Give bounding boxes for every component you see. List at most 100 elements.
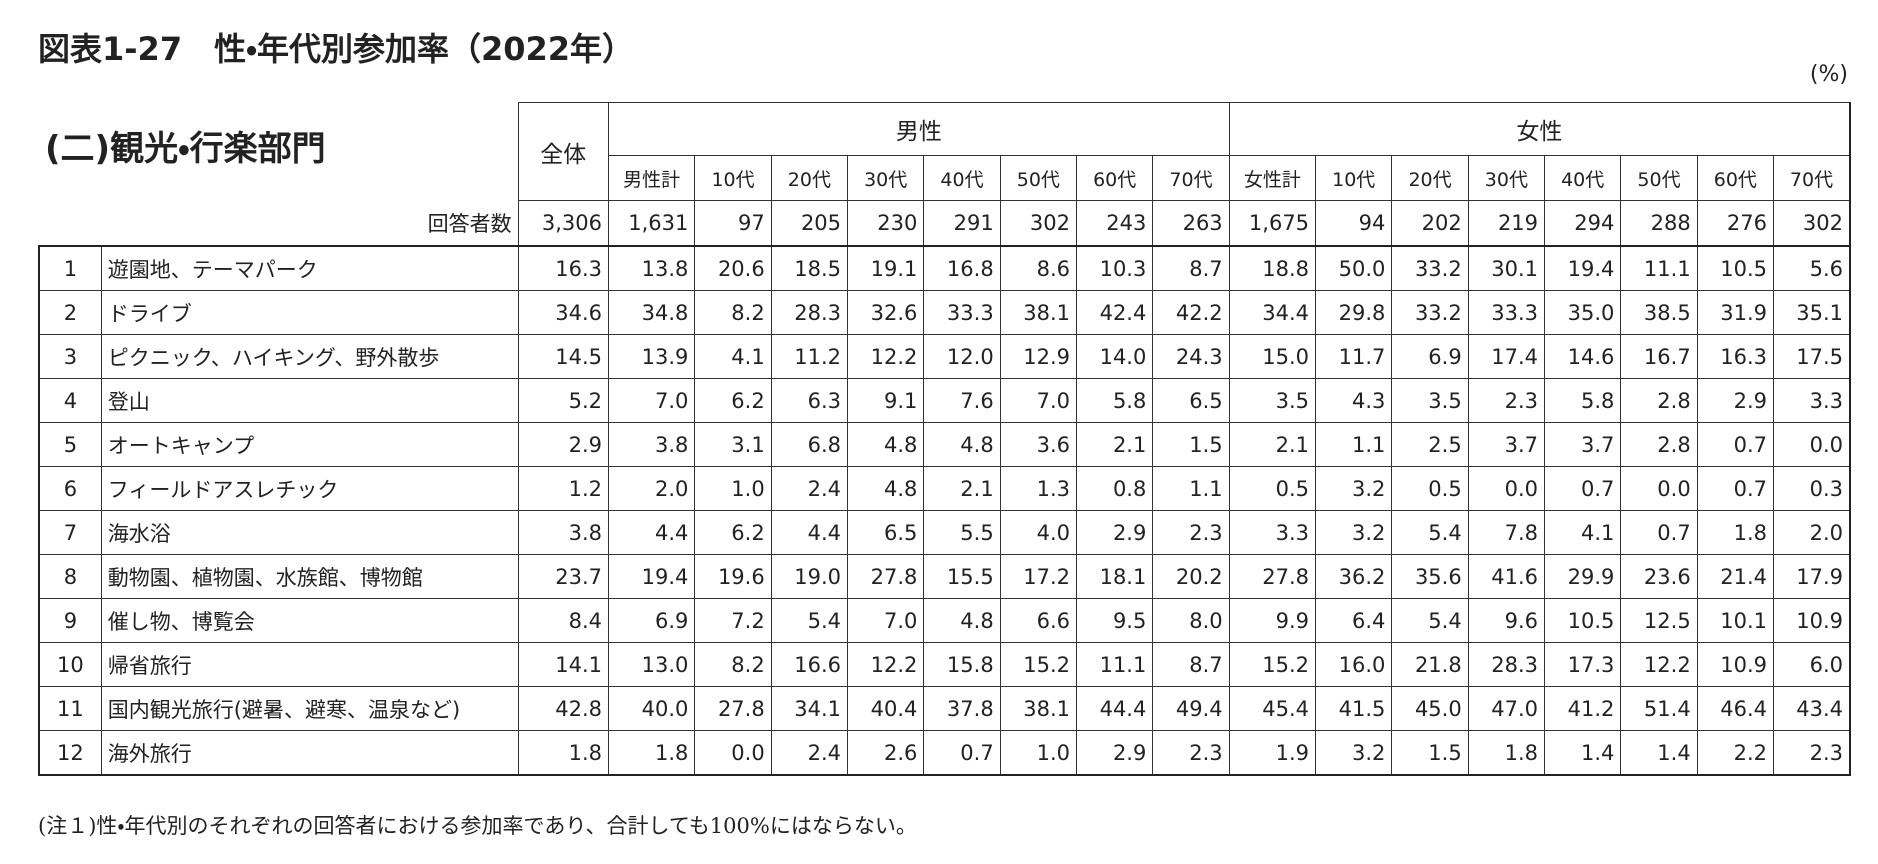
cell-value: 14.6 [1544,334,1622,379]
cell-value: 15.0 [1228,334,1317,379]
row-item: 催し物、博覧会 [100,598,519,643]
respondents-row: 回答者数 3,306 1,631 97 205 230 291 302 243 263 1,675 9… [39,200,1852,247]
cell-value: 7.0 [999,378,1078,423]
cell-value: 9.5 [1076,598,1154,643]
data-row: 5 オートキャンプ 2.9 3.8 3.1 6.8 4.8 4.8 3.6 2.1 1.5 2.1 1.… [37,422,1852,467]
cell-value: 0.0 [694,730,772,776]
cell-value: 51.4 [1620,686,1698,731]
cell-value: 2.5 [1391,422,1469,467]
cell-value: 43.4 [1773,686,1852,731]
cell-value: 4.4 [607,510,696,555]
row-item: 海外旅行 [100,730,519,776]
cell-value: 0.7 [1696,422,1775,467]
respondents-count: 276 [1696,200,1775,247]
cell-value: 6.3 [770,378,849,423]
cell-value: 1.3 [999,466,1078,511]
cell-value: 40.4 [847,686,925,731]
column-header: 40代 [1544,155,1622,201]
cell-value: 18.8 [1228,245,1317,291]
row-item: 帰省旅行 [100,642,519,687]
cell-value: 30.1 [1467,245,1546,291]
cell-value: 2.0 [607,466,696,511]
column-header: 60代 [1696,155,1775,201]
row-item: 遊園地、テーマパーク [100,245,519,291]
cell-value: 19.4 [1544,245,1622,291]
cell-value: 45.4 [1228,686,1317,731]
column-header: 50代 [1620,155,1698,201]
cell-value: 2.2 [1696,730,1775,776]
cell-value: 23.7 [517,554,610,599]
cell-value: 4.1 [1544,510,1622,555]
cell-value: 36.2 [1315,554,1393,599]
cell-value: 34.8 [607,290,696,335]
cell-value: 7.8 [1467,510,1546,555]
data-row: 7 海水浴 3.8 4.4 6.2 4.4 6.5 5.5 4.0 2.9 2.3 3.3 3.2 5.4… [37,510,1852,555]
cell-value: 19.1 [847,245,925,291]
cell-value: 14.0 [1076,334,1154,379]
respondents-label: 回答者数 [39,200,519,247]
cell-value: 19.6 [694,554,772,599]
respondents-count: 97 [694,200,772,247]
respondents-count: 1,675 [1228,200,1317,247]
cell-value: 14.5 [517,334,610,379]
cell-value: 3.3 [1228,510,1317,555]
cell-value: 8.2 [694,290,772,335]
cell-value: 0.3 [1773,466,1852,511]
cell-value: 32.6 [847,290,925,335]
cell-value: 7.0 [607,378,696,423]
respondents-count: 302 [1773,200,1852,247]
cell-value: 27.8 [1228,554,1317,599]
cell-value: 37.8 [923,686,1001,731]
cell-value: 3.2 [1315,466,1393,511]
cell-value: 2.3 [1152,730,1230,776]
cell-value: 41.6 [1467,554,1546,599]
row-number: 1 [37,245,102,291]
cell-value: 5.4 [770,598,849,643]
cell-value: 29.8 [1315,290,1393,335]
cell-value: 4.3 [1315,378,1393,423]
respondents-count: 294 [1544,200,1622,247]
cell-value: 24.3 [1152,334,1230,379]
row-number: 5 [37,422,102,467]
data-row: 1 遊園地、テーマパーク 16.3 13.8 20.6 18.5 19.1 16.8 8.6 10… [37,245,1852,291]
cell-value: 46.4 [1696,686,1775,731]
row-item: 登山 [100,378,519,423]
respondents-count: 291 [923,200,1001,247]
row-item: 国内観光旅行(避暑、避寒、温泉など) [100,686,519,731]
cell-value: 13.8 [607,245,696,291]
row-item: 動物園、植物園、水族館、博物館 [100,554,519,599]
row-item: ピクニック、ハイキング、野外散歩 [100,334,519,379]
row-number: 6 [37,466,102,511]
cell-value: 28.3 [770,290,849,335]
cell-value: 31.9 [1696,290,1775,335]
cell-value: 0.5 [1228,466,1317,511]
cell-value: 3.1 [694,422,772,467]
cell-value: 4.1 [694,334,772,379]
data-row: 11 国内観光旅行(避暑、避寒、温泉など) 42.8 40.0 27.8 34.1 40.4… [37,686,1852,731]
cell-value: 18.1 [1076,554,1154,599]
cell-value: 21.8 [1391,642,1469,687]
cell-value: 40.0 [607,686,696,731]
cell-value: 42.2 [1152,290,1230,335]
cell-value: 8.7 [1152,642,1230,687]
cell-value: 13.0 [607,642,696,687]
column-header: 30代 [1467,155,1546,201]
cell-value: 3.2 [1315,510,1393,555]
cell-value: 21.4 [1696,554,1775,599]
cell-value: 16.8 [923,245,1001,291]
cell-value: 0.5 [1391,466,1469,511]
cell-value: 0.0 [1620,466,1698,511]
cell-value: 2.3 [1467,378,1546,423]
cell-value: 14.1 [517,642,610,687]
cell-value: 8.4 [517,598,610,643]
cell-value: 7.2 [694,598,772,643]
cell-value: 1.1 [1315,422,1393,467]
cell-value: 35.1 [1773,290,1852,335]
row-number: 9 [37,598,102,643]
respondents-count: 3,306 [517,200,610,247]
column-header: 20代 [1391,155,1469,201]
cell-value: 7.6 [923,378,1001,423]
cell-value: 2.1 [923,466,1001,511]
cell-value: 5.4 [1391,598,1469,643]
